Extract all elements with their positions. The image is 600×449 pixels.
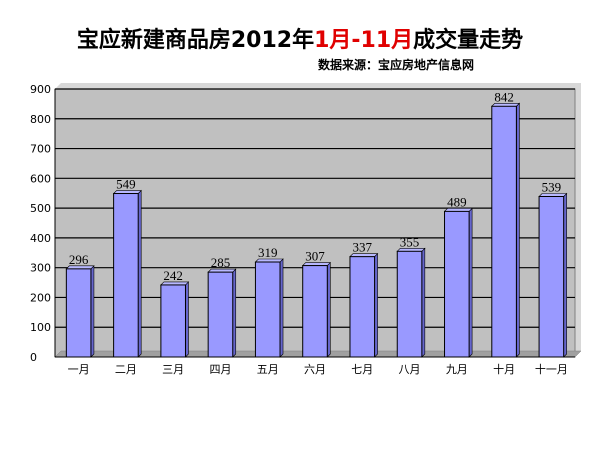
bar <box>302 265 328 358</box>
x-tick-label: 二月 <box>115 363 137 376</box>
data-label: 319 <box>258 245 278 260</box>
data-label: 549 <box>116 177 136 192</box>
y-tick-label: 400 <box>30 232 51 245</box>
data-label: 285 <box>211 255 231 270</box>
y-tick-label: 600 <box>30 172 51 185</box>
x-tick-label: 三月 <box>162 363 184 376</box>
bar <box>444 210 470 358</box>
y-tick-label: 300 <box>30 262 51 275</box>
x-tick-label: 七月 <box>351 363 373 376</box>
data-label: 296 <box>69 252 89 267</box>
bar <box>349 256 376 358</box>
y-tick-label: 700 <box>30 143 51 156</box>
y-tick-label: 800 <box>30 113 51 126</box>
data-label: 355 <box>400 234 420 249</box>
bar <box>538 195 565 358</box>
data-label: 337 <box>353 240 373 255</box>
data-label: 307 <box>305 249 325 264</box>
x-tick-label: 四月 <box>209 363 231 376</box>
y-tick-label: 100 <box>30 321 51 334</box>
y-tick-label: 500 <box>30 202 51 215</box>
bar <box>207 271 234 358</box>
chart-title-highlight: 1月-11月 <box>314 28 414 53</box>
bar <box>113 193 139 358</box>
bar <box>254 261 281 358</box>
data-label: 242 <box>163 268 183 283</box>
bar <box>491 105 517 358</box>
data-label: 539 <box>542 179 562 194</box>
chart-title-part: 成交量走势 <box>413 28 524 53</box>
bar <box>65 268 92 358</box>
x-tick-label: 十一月 <box>535 362 568 376</box>
data-label: 489 <box>447 194 467 209</box>
bar <box>160 284 186 358</box>
y-tick-label: 900 <box>30 83 51 96</box>
chart-title: 宝应新建商品房2012年1月-11月成交量走势 <box>0 22 600 54</box>
data-label: 842 <box>494 89 514 104</box>
x-tick-label: 六月 <box>304 363 326 376</box>
chart-title-part: 宝应新建商品房2012年 <box>76 28 315 53</box>
x-tick-label: 十月 <box>493 362 515 376</box>
x-tick-label: 八月 <box>399 363 421 376</box>
x-tick-label: 五月 <box>257 363 279 376</box>
y-tick-label: 0 <box>30 351 37 364</box>
y-tick-label: 200 <box>30 291 51 304</box>
bar <box>396 250 423 358</box>
chart-subtitle: 数据来源：宝应房地产信息网 <box>318 58 475 72</box>
x-tick-label: 九月 <box>446 363 468 376</box>
x-tick-label: 一月 <box>68 363 90 376</box>
